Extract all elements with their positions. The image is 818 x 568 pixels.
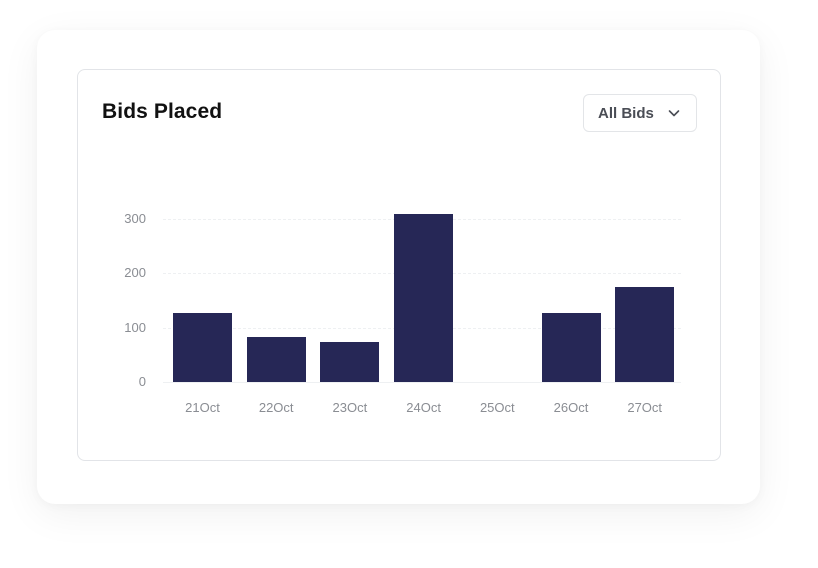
y-tick-label: 100	[124, 319, 146, 335]
y-tick-label: 0	[138, 374, 146, 389]
y-tick-label: 300	[124, 211, 146, 226]
bids-filter-dropdown[interactable]: All Bids	[583, 94, 697, 132]
bar-21Oct[interactable]	[173, 312, 232, 382]
y-tick-label: 200	[124, 265, 146, 281]
x-tick-label: 26Oct	[553, 400, 589, 415]
x-tick-label: 21Oct	[185, 400, 220, 415]
x-tick-label: 27Oct	[627, 400, 663, 415]
bar-24Oct[interactable]	[394, 214, 454, 382]
x-tick-label: 23Oct	[332, 400, 368, 415]
card-title: Bids Placed	[102, 100, 223, 123]
dropdown-selected-value: All Bids	[598, 104, 654, 122]
bar-27Oct[interactable]	[615, 286, 675, 382]
bar-23Oct[interactable]	[320, 341, 380, 382]
bar-chart: 300 200 100 0 21Oct 22Oct 23Oct 24Oct 25Oct 26Oc…	[78, 70, 722, 462]
bar-26Oct[interactable]	[541, 312, 601, 382]
x-tick-label: 22Oct	[258, 400, 294, 415]
bar-22Oct[interactable]	[246, 336, 306, 382]
x-tick-label: 25Oct	[479, 400, 515, 415]
x-tick-label: 24Oct	[406, 400, 441, 415]
chevron-down-icon	[667, 106, 681, 120]
bids-placed-card: Bids Placed All Bids 300 200 100 0 21Oct 22O…	[77, 69, 721, 461]
x-axis-baseline	[163, 382, 681, 383]
